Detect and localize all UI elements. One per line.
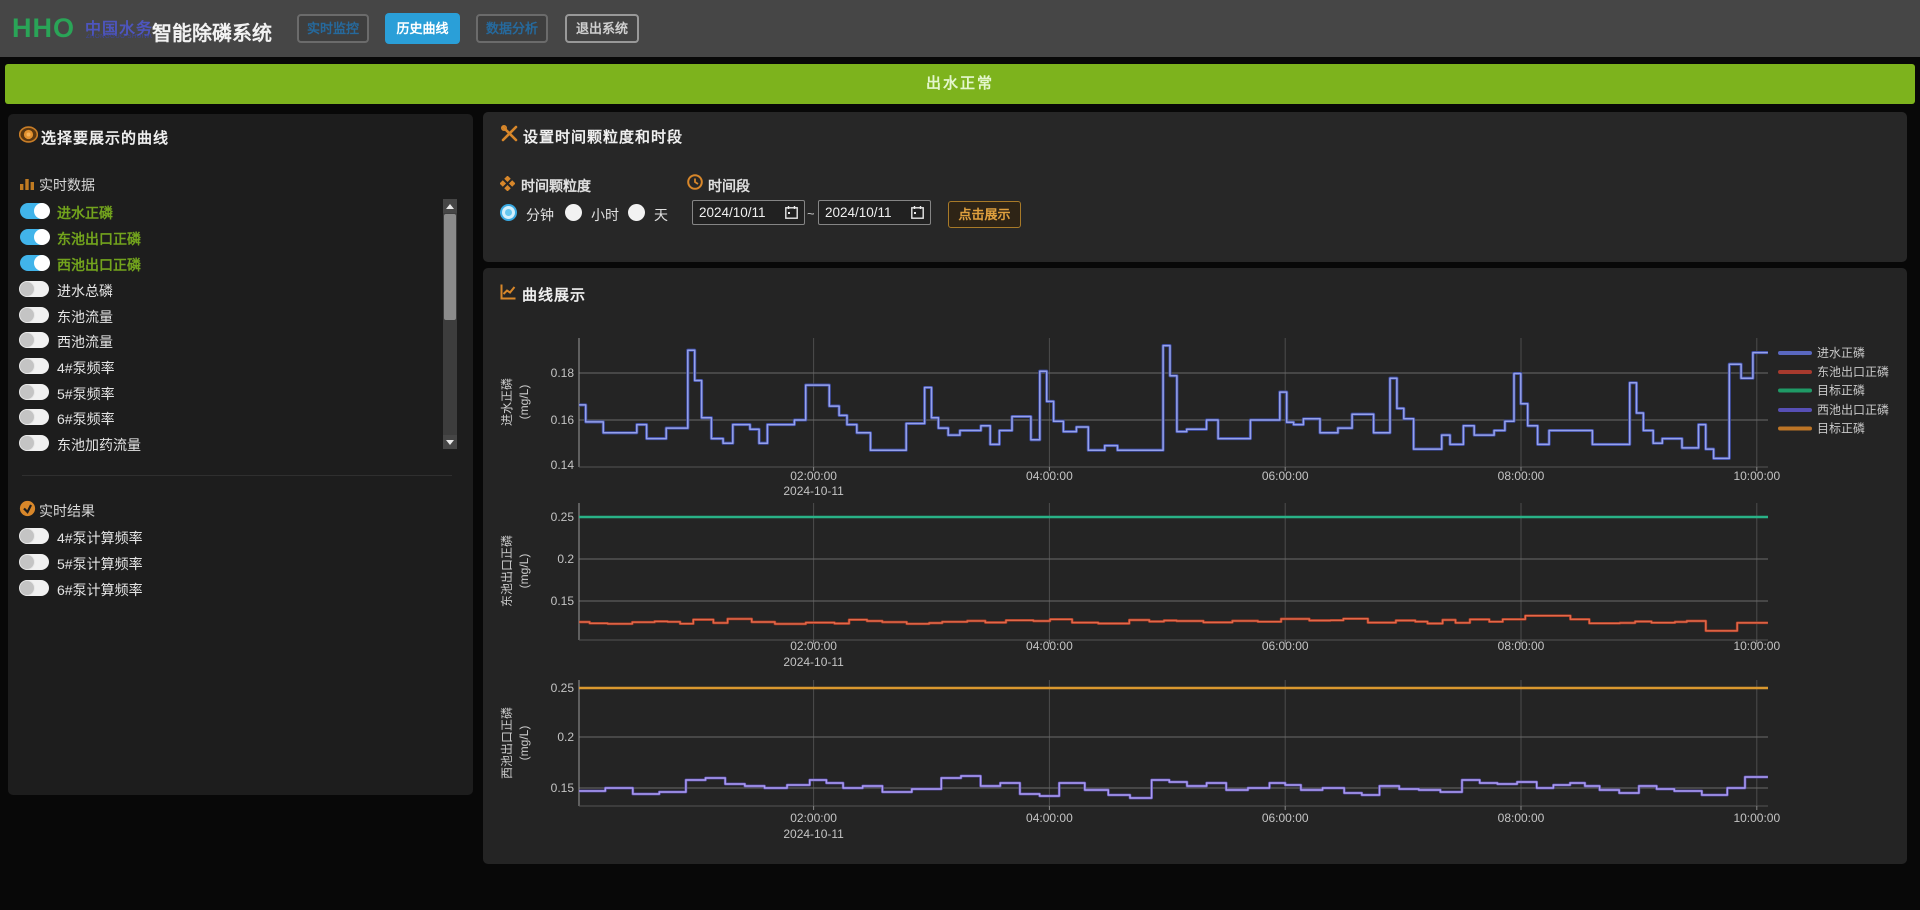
svg-text:08:00:00: 08:00:00 (1498, 639, 1545, 653)
svg-text:2024-10-11: 2024-10-11 (783, 655, 844, 669)
svg-text:0.16: 0.16 (551, 413, 575, 427)
svg-text:0.18: 0.18 (551, 366, 575, 380)
svg-text:02:00:00: 02:00:00 (790, 811, 837, 825)
svg-text:0.14: 0.14 (551, 458, 575, 472)
svg-text:06:00:00: 06:00:00 (1262, 469, 1309, 483)
svg-text:10:00:00: 10:00:00 (1733, 811, 1780, 825)
svg-text:10:00:00: 10:00:00 (1733, 639, 1780, 653)
svg-text:(mg/L): (mg/L) (517, 554, 531, 589)
svg-text:04:00:00: 04:00:00 (1026, 469, 1073, 483)
svg-text:进水正磷: 进水正磷 (499, 378, 514, 426)
svg-text:0.2: 0.2 (557, 552, 574, 566)
svg-text:04:00:00: 04:00:00 (1026, 639, 1073, 653)
svg-text:0.25: 0.25 (551, 510, 575, 524)
svg-text:04:00:00: 04:00:00 (1026, 811, 1073, 825)
svg-text:西池出口正磷: 西池出口正磷 (1817, 402, 1889, 417)
svg-text:2024-10-11: 2024-10-11 (783, 484, 844, 498)
svg-text:(mg/L): (mg/L) (517, 726, 531, 761)
svg-text:08:00:00: 08:00:00 (1498, 469, 1545, 483)
svg-text:06:00:00: 06:00:00 (1262, 639, 1309, 653)
svg-text:2024-10-11: 2024-10-11 (783, 827, 844, 841)
svg-text:08:00:00: 08:00:00 (1498, 811, 1545, 825)
svg-text:(mg/L): (mg/L) (517, 385, 531, 420)
svg-text:0.25: 0.25 (551, 681, 575, 695)
svg-text:06:00:00: 06:00:00 (1262, 811, 1309, 825)
svg-text:10:00:00: 10:00:00 (1733, 469, 1780, 483)
svg-text:目标正磷: 目标正磷 (1817, 421, 1865, 436)
svg-text:0.15: 0.15 (551, 594, 575, 608)
svg-text:目标正磷: 目标正磷 (1817, 383, 1865, 398)
svg-text:西池出口正磷: 西池出口正磷 (499, 707, 514, 779)
svg-text:进水正磷: 进水正磷 (1817, 345, 1865, 360)
svg-text:0.15: 0.15 (551, 781, 575, 795)
svg-text:02:00:00: 02:00:00 (790, 469, 837, 483)
svg-text:02:00:00: 02:00:00 (790, 639, 837, 653)
svg-text:东池出口正磷: 东池出口正磷 (1817, 364, 1889, 379)
svg-text:东池出口正磷: 东池出口正磷 (499, 535, 514, 607)
svg-text:0.2: 0.2 (557, 730, 574, 744)
